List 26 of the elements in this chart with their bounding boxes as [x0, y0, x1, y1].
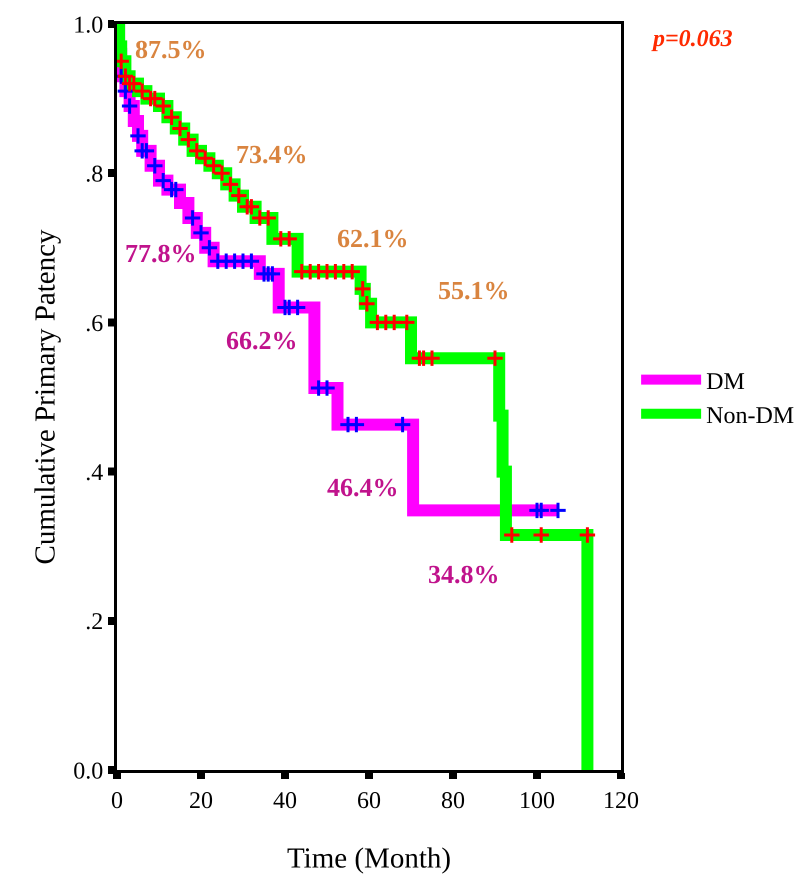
- annotation: 73.4%: [236, 140, 308, 169]
- y-tick-label: .6: [85, 310, 104, 337]
- annotation: 87.5%: [135, 35, 206, 64]
- annotation: 34.8%: [428, 560, 500, 589]
- annotation: 55.1%: [438, 276, 510, 305]
- text: p=0.063: [651, 26, 733, 52]
- x-tick-label: 0: [111, 788, 123, 814]
- x-axis-title: Time (Month): [286, 842, 452, 875]
- y-tick-label: 0.0: [73, 758, 104, 784]
- y-tick-label: 1.0: [73, 12, 104, 38]
- annotation: 66.2%: [226, 326, 298, 355]
- annotation: 46.4%: [327, 473, 398, 502]
- y-tick-label: .8: [85, 162, 104, 188]
- x-tick-label: 120: [603, 788, 639, 814]
- y-tick-label: .4: [85, 460, 104, 486]
- x-tick-label: 20: [189, 788, 213, 814]
- legend-label: Non-DM: [706, 403, 794, 430]
- annotation: 62.1%: [337, 224, 408, 253]
- y-tick-label: .2: [85, 609, 104, 636]
- x-tick-label: 40: [273, 788, 297, 814]
- legend-label: DM: [706, 368, 745, 395]
- x-tick-label: 100: [519, 788, 555, 814]
- x-tick-label: 80: [441, 788, 465, 814]
- x-tick-label: 60: [357, 788, 381, 814]
- y-axis-title: Cumulative Primary Patency: [30, 228, 62, 565]
- annotation: 77.8%: [125, 239, 196, 268]
